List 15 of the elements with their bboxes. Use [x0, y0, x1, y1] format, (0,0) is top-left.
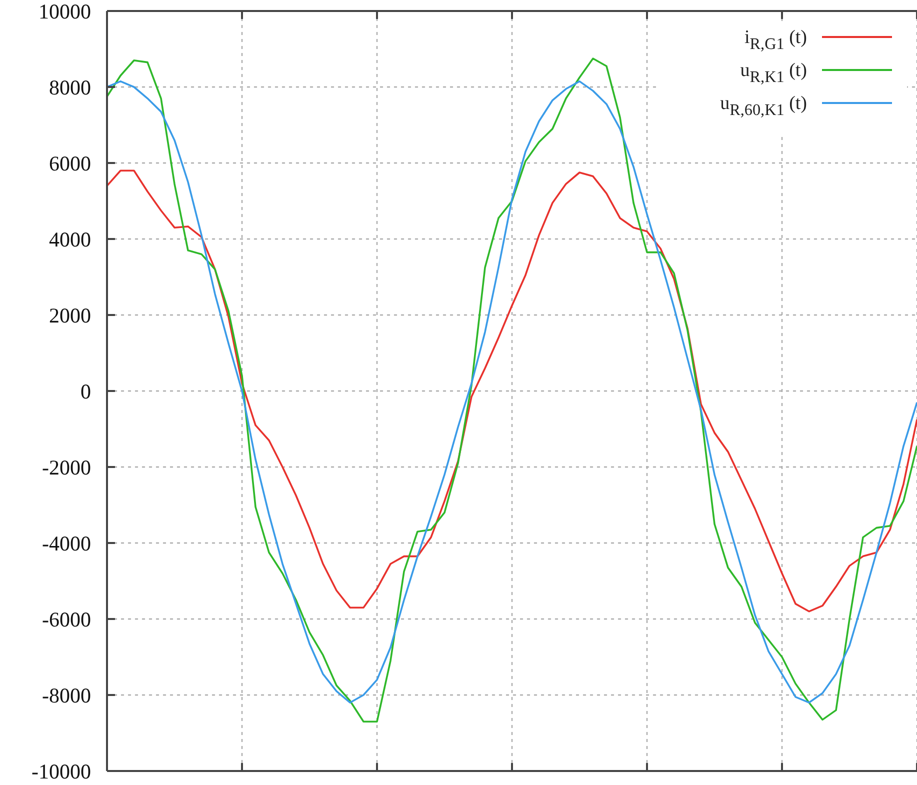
- legend-label: u$_{R,60,K1}$ (t): [720, 93, 807, 120]
- line-series: [107, 170, 917, 612]
- y-tick-label: 6000: [49, 151, 91, 176]
- y-tick-label: 2000: [49, 303, 91, 328]
- legend-label: u$_{R,K1}$ (t): [740, 60, 807, 86]
- y-tick-label: -2000: [42, 455, 91, 480]
- y-tick-label: 8000: [49, 75, 91, 100]
- y-tick-label: -10000: [32, 759, 91, 784]
- y-tick-label: 0: [80, 379, 91, 404]
- y-tick-label: -8000: [42, 683, 91, 708]
- y-tick-label: 4000: [49, 227, 91, 252]
- y-tick-label: -4000: [42, 531, 91, 556]
- y-tick-label: -6000: [42, 607, 91, 632]
- legend-label: i$_{R,G1}$ (t): [744, 27, 807, 54]
- y-tick-label: 10000: [38, 0, 91, 24]
